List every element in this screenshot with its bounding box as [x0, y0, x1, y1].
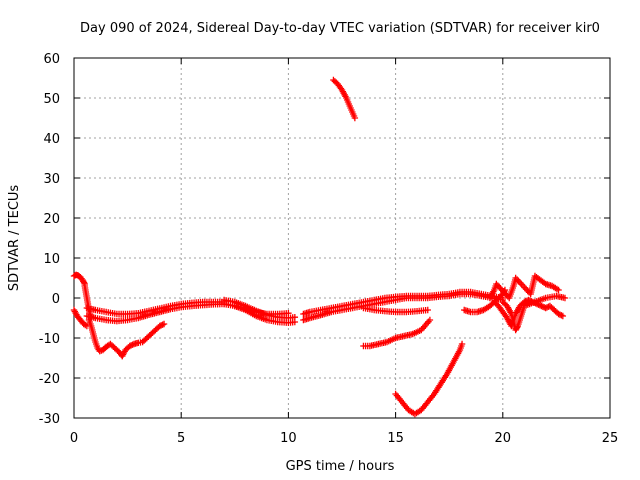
- data-point: [426, 316, 434, 324]
- data-point: [351, 114, 359, 122]
- series-band-3c: [360, 304, 431, 316]
- y-axis-label: SDTVAR / TECUs: [7, 185, 22, 292]
- x-axis: 0 5 10 15 20 25: [70, 58, 618, 446]
- y-tick-label: 50: [43, 92, 60, 107]
- y-tick-label: -20: [39, 372, 60, 387]
- data-point: [561, 294, 569, 302]
- series-high-segment: [330, 76, 359, 122]
- series-mid-dip: [360, 316, 434, 350]
- y-tick-label: 40: [43, 132, 60, 147]
- chart-title: Day 090 of 2024, Sidereal Day-to-day VTE…: [80, 21, 600, 36]
- grid-lines: [74, 58, 610, 418]
- data-point: [525, 296, 532, 304]
- data-point: [539, 303, 547, 310]
- x-tick-label: 5: [177, 431, 185, 446]
- data-point: [126, 342, 133, 350]
- data-point: [127, 342, 135, 349]
- data-point: [159, 321, 166, 328]
- data-point: [80, 279, 88, 286]
- data-point: [555, 310, 562, 318]
- data-point: [538, 302, 545, 310]
- x-tick-label: 10: [280, 431, 297, 446]
- y-tick-label: -10: [39, 332, 60, 347]
- data-point: [542, 304, 549, 312]
- data-point: [160, 320, 168, 328]
- data-point: [129, 341, 136, 348]
- series-band-1b: [83, 298, 228, 318]
- data-point: [513, 324, 521, 331]
- plot-frame: [73, 57, 611, 419]
- series-late-4: [486, 272, 562, 302]
- y-tick-label: 0: [52, 292, 60, 307]
- data-point: [545, 303, 552, 310]
- data-series: [70, 76, 569, 418]
- x-tick-label: 25: [602, 431, 619, 446]
- y-tick-label: -30: [39, 412, 60, 427]
- series-deep-dip: [392, 340, 466, 418]
- data-point: [157, 322, 165, 329]
- data-point: [458, 340, 466, 348]
- series-dip-arc-2: [119, 320, 168, 360]
- data-point: [559, 312, 567, 320]
- series-dip-arc-1: [85, 316, 126, 360]
- y-tick-label: 20: [43, 212, 60, 227]
- data-point: [556, 311, 564, 318]
- x-tick-label: 15: [387, 431, 404, 446]
- y-axis: -30 -20 -10 0 10 20 30 40 50 60: [39, 52, 610, 427]
- series-band-2c: [231, 302, 292, 318]
- series-late-3: [499, 292, 569, 334]
- data-point: [558, 312, 565, 319]
- series-start-low: [70, 306, 91, 330]
- y-tick-label: 10: [43, 252, 60, 267]
- data-point: [424, 306, 431, 314]
- x-axis-label: GPS time / hours: [286, 459, 395, 474]
- y-tick-label: 30: [43, 172, 60, 187]
- data-point: [285, 310, 292, 317]
- x-tick-label: 0: [70, 431, 78, 446]
- data-point: [156, 322, 163, 330]
- data-point: [555, 286, 562, 294]
- y-tick-label: 60: [43, 52, 60, 67]
- x-tick-label: 20: [495, 431, 512, 446]
- data-point: [291, 314, 299, 321]
